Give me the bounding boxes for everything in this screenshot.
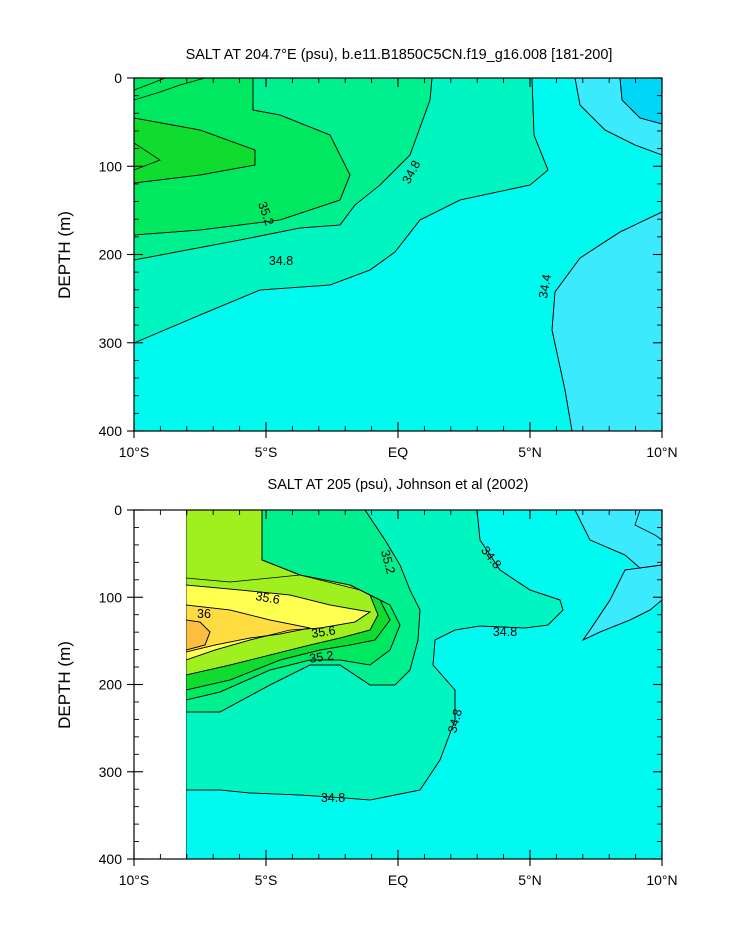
bottom-contour-label-35-2-b: 35.2 <box>308 648 334 665</box>
bottom-contour-label-35-2-a: 35.2 <box>378 548 398 575</box>
x-tick-label: 10°S <box>119 444 150 460</box>
bottom-contour-34-8 <box>186 510 564 801</box>
bottom-contour-35-8 <box>186 584 372 661</box>
top-contour-34-6-ne <box>574 78 662 156</box>
x-tick-label: 5°S <box>255 444 278 460</box>
bottom-contour-label-36: 36 <box>197 607 211 621</box>
bottom-contour-label-34-8-b: 34.8 <box>493 625 517 639</box>
top-x-axis: 10°S 5°S EQ 5°N 10°N <box>119 78 678 460</box>
top-contour-34-4-corner <box>619 78 662 125</box>
x-tick-label: 10°N <box>646 444 677 460</box>
top-panel-plot <box>133 77 663 432</box>
bottom-contour-34-4-inlet <box>581 564 662 642</box>
y-tick-label: 0 <box>114 70 122 86</box>
y-tick-label: 100 <box>99 589 123 605</box>
x-tick-label: 5°N <box>518 872 542 888</box>
top-y-axis-label: DEPTH (m) <box>55 211 74 299</box>
y-tick-label: 400 <box>99 423 123 439</box>
y-tick-label: 100 <box>99 158 123 174</box>
bottom-x-axis: 10°S 5°S EQ 5°N 10°N <box>119 510 678 888</box>
bottom-contour-35-4 <box>186 559 391 691</box>
bottom-contour-label-35-6-a: 35.6 <box>254 589 280 607</box>
bottom-panel-title: SALT AT 205 (psu), Johnson et al (2002) <box>268 477 529 493</box>
x-tick-label: EQ <box>388 444 408 460</box>
top-contour-label-34-4: 34.4 <box>536 273 554 299</box>
top-contour-35-4-nw <box>134 78 206 101</box>
top-contour-35-2 <box>134 78 351 236</box>
top-contour-label-34-8-b: 34.8 <box>269 254 293 268</box>
y-tick-label: 300 <box>99 764 123 780</box>
bottom-contour-label-34-8-c: 34.8 <box>445 707 465 734</box>
top-contour-34-4-east <box>551 211 662 431</box>
y-tick-label: 200 <box>99 247 123 263</box>
bottom-y-axis-label: DEPTH (m) <box>55 641 74 729</box>
bottom-y-axis: 0 100 200 300 400 <box>99 502 662 867</box>
y-tick-label: 300 <box>99 335 123 351</box>
top-contour-35-4 <box>134 117 256 184</box>
bottom-contour-34-4-ne <box>634 510 662 541</box>
bottom-contour-35-6 <box>186 574 379 676</box>
top-y-axis: 0 100 200 300 400 <box>99 70 662 439</box>
bottom-panel-plot <box>133 509 663 860</box>
bottom-contour-label-35-6-b: 35.6 <box>310 623 336 640</box>
x-tick-label: EQ <box>388 872 408 888</box>
bottom-contour-36-2 <box>186 619 211 651</box>
bottom-contour-label-34-8-d: 34.8 <box>321 791 345 805</box>
x-tick-label: 10°S <box>119 872 150 888</box>
bottom-contour-labels: 35.2 34.8 35.6 36 35.6 35.2 34.8 34.8 34… <box>197 544 517 805</box>
top-contour-34-8 <box>134 78 549 344</box>
x-tick-label: 5°S <box>255 872 278 888</box>
x-tick-label: 10°N <box>646 872 677 888</box>
bottom-contour-36-0 <box>186 604 311 653</box>
y-tick-label: 200 <box>99 677 123 693</box>
y-tick-label: 0 <box>114 502 122 518</box>
y-tick-label: 400 <box>99 851 123 867</box>
top-panel-title: SALT AT 204.7°E (psu), b.e11.B1850C5CN.f… <box>186 47 613 63</box>
x-tick-label: 5°N <box>518 444 542 460</box>
top-contour-35-0 <box>134 78 433 261</box>
bottom-contour-35-0 <box>186 510 421 713</box>
